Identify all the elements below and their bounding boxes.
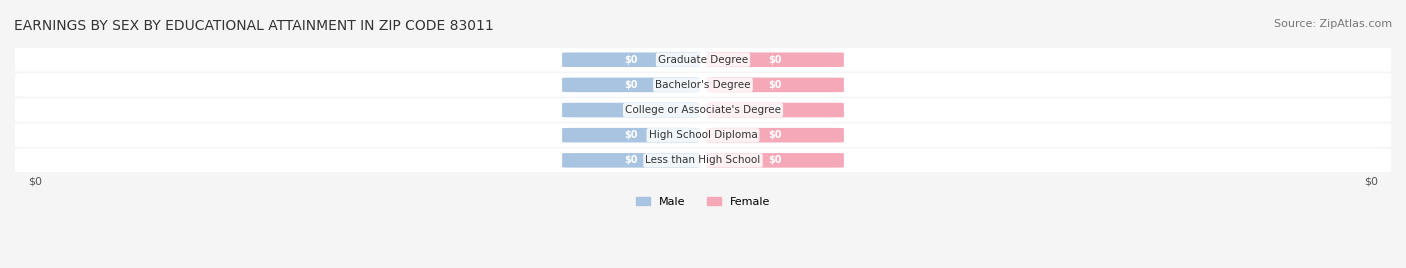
Text: $0: $0: [624, 155, 638, 165]
Text: Graduate Degree: Graduate Degree: [658, 55, 748, 65]
Text: $0: $0: [624, 80, 638, 90]
FancyBboxPatch shape: [562, 128, 700, 143]
FancyBboxPatch shape: [15, 73, 1391, 97]
FancyBboxPatch shape: [15, 148, 1391, 172]
Text: Bachelor's Degree: Bachelor's Degree: [655, 80, 751, 90]
FancyBboxPatch shape: [15, 98, 1391, 122]
FancyBboxPatch shape: [706, 53, 844, 67]
FancyBboxPatch shape: [706, 128, 844, 143]
FancyBboxPatch shape: [706, 78, 844, 92]
Text: $0: $0: [768, 130, 782, 140]
Text: $0: $0: [1364, 177, 1378, 187]
FancyBboxPatch shape: [706, 103, 844, 117]
Legend: Male, Female: Male, Female: [631, 192, 775, 211]
Text: Less than High School: Less than High School: [645, 155, 761, 165]
FancyBboxPatch shape: [562, 78, 700, 92]
Text: College or Associate's Degree: College or Associate's Degree: [626, 105, 780, 115]
Text: $0: $0: [624, 55, 638, 65]
Text: $0: $0: [624, 130, 638, 140]
Text: $0: $0: [768, 105, 782, 115]
Text: $0: $0: [768, 155, 782, 165]
FancyBboxPatch shape: [562, 103, 700, 117]
Text: $0: $0: [768, 80, 782, 90]
FancyBboxPatch shape: [562, 53, 700, 67]
FancyBboxPatch shape: [562, 153, 700, 168]
Text: Source: ZipAtlas.com: Source: ZipAtlas.com: [1274, 19, 1392, 29]
FancyBboxPatch shape: [15, 48, 1391, 72]
Text: $0: $0: [624, 105, 638, 115]
Text: High School Diploma: High School Diploma: [648, 130, 758, 140]
FancyBboxPatch shape: [706, 153, 844, 168]
Text: EARNINGS BY SEX BY EDUCATIONAL ATTAINMENT IN ZIP CODE 83011: EARNINGS BY SEX BY EDUCATIONAL ATTAINMEN…: [14, 19, 494, 33]
Text: $0: $0: [28, 177, 42, 187]
FancyBboxPatch shape: [15, 123, 1391, 147]
Text: $0: $0: [768, 55, 782, 65]
